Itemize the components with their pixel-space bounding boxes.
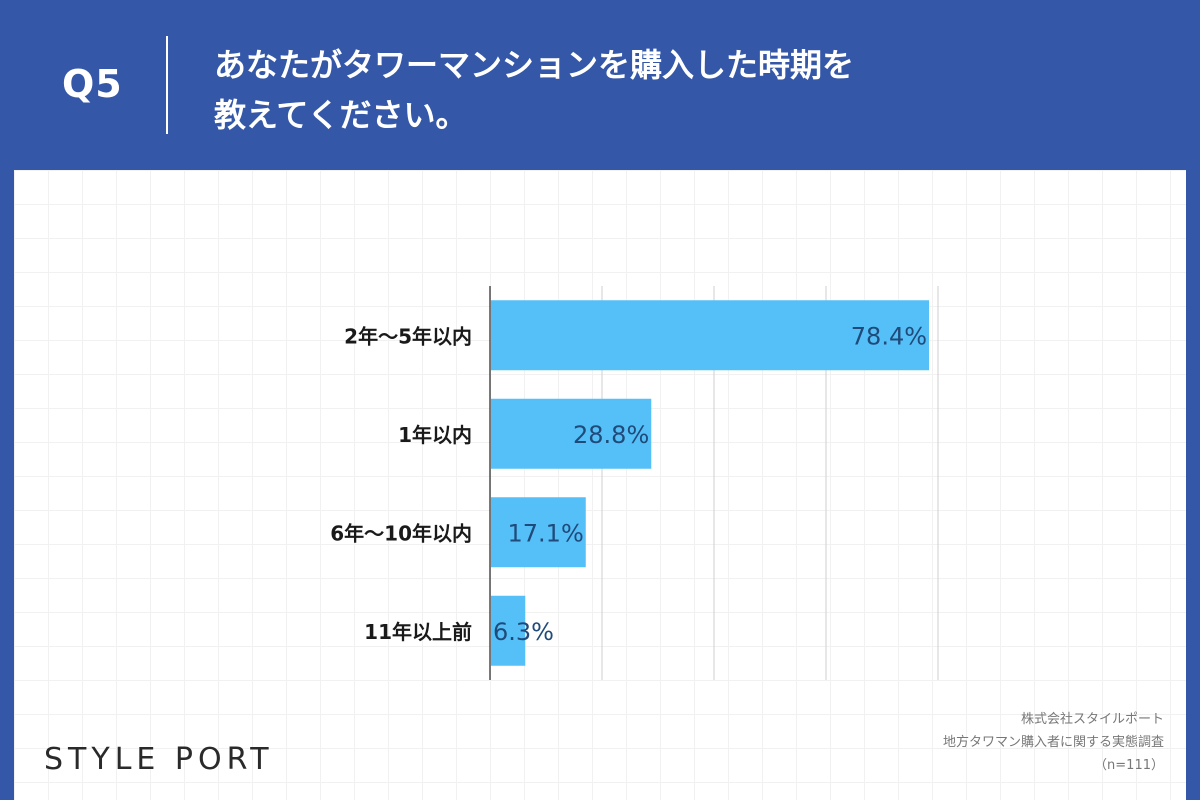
category-label: 2年〜5年以内 <box>344 324 472 348</box>
value-label: 78.4% <box>851 322 927 350</box>
value-label: 6.3% <box>493 618 554 646</box>
header-divider <box>166 36 168 134</box>
bar <box>491 497 586 568</box>
category-label: 6年〜10年以内 <box>330 521 472 545</box>
value-label: 28.8% <box>573 421 649 449</box>
bar <box>491 595 526 666</box>
bar <box>491 398 652 469</box>
bar <box>491 300 930 371</box>
question-line-2: 教えてください。 <box>214 96 468 134</box>
category-label: 1年以内 <box>398 423 472 447</box>
style-port-logo: STYLE PORT <box>44 742 274 777</box>
credit-sample-size: （n=111） <box>1094 758 1164 773</box>
survey-credit: 株式会社スタイルポート 地方タワマン購入者に関する実態調査 （n=111） <box>943 708 1164 777</box>
value-label: 17.1% <box>508 519 584 547</box>
bar-chart: 2年〜5年以内 78.4% 1年以内 28.8% 6年〜10年以内 17.1% 11年以上前… <box>330 286 939 680</box>
question-text: あなたがタワーマンションを購入した時期を 教えてください。 <box>214 40 1114 140</box>
credit-company: 株式会社スタイルポート <box>1020 712 1164 727</box>
chart-panel: 2年〜5年以内 78.4% 1年以内 28.8% 6年〜10年以内 17.1% 11年以上前… <box>14 170 1186 800</box>
question-line-1: あなたがタワーマンションを購入した時期を <box>214 46 855 84</box>
question-number: Q5 <box>62 62 123 106</box>
category-label: 11年以上前 <box>364 620 472 644</box>
credit-survey-name: 地方タワマン購入者に関する実態調査 <box>942 735 1164 750</box>
header: Q5 あなたがタワーマンションを購入した時期を 教えてください。 <box>0 0 1200 170</box>
